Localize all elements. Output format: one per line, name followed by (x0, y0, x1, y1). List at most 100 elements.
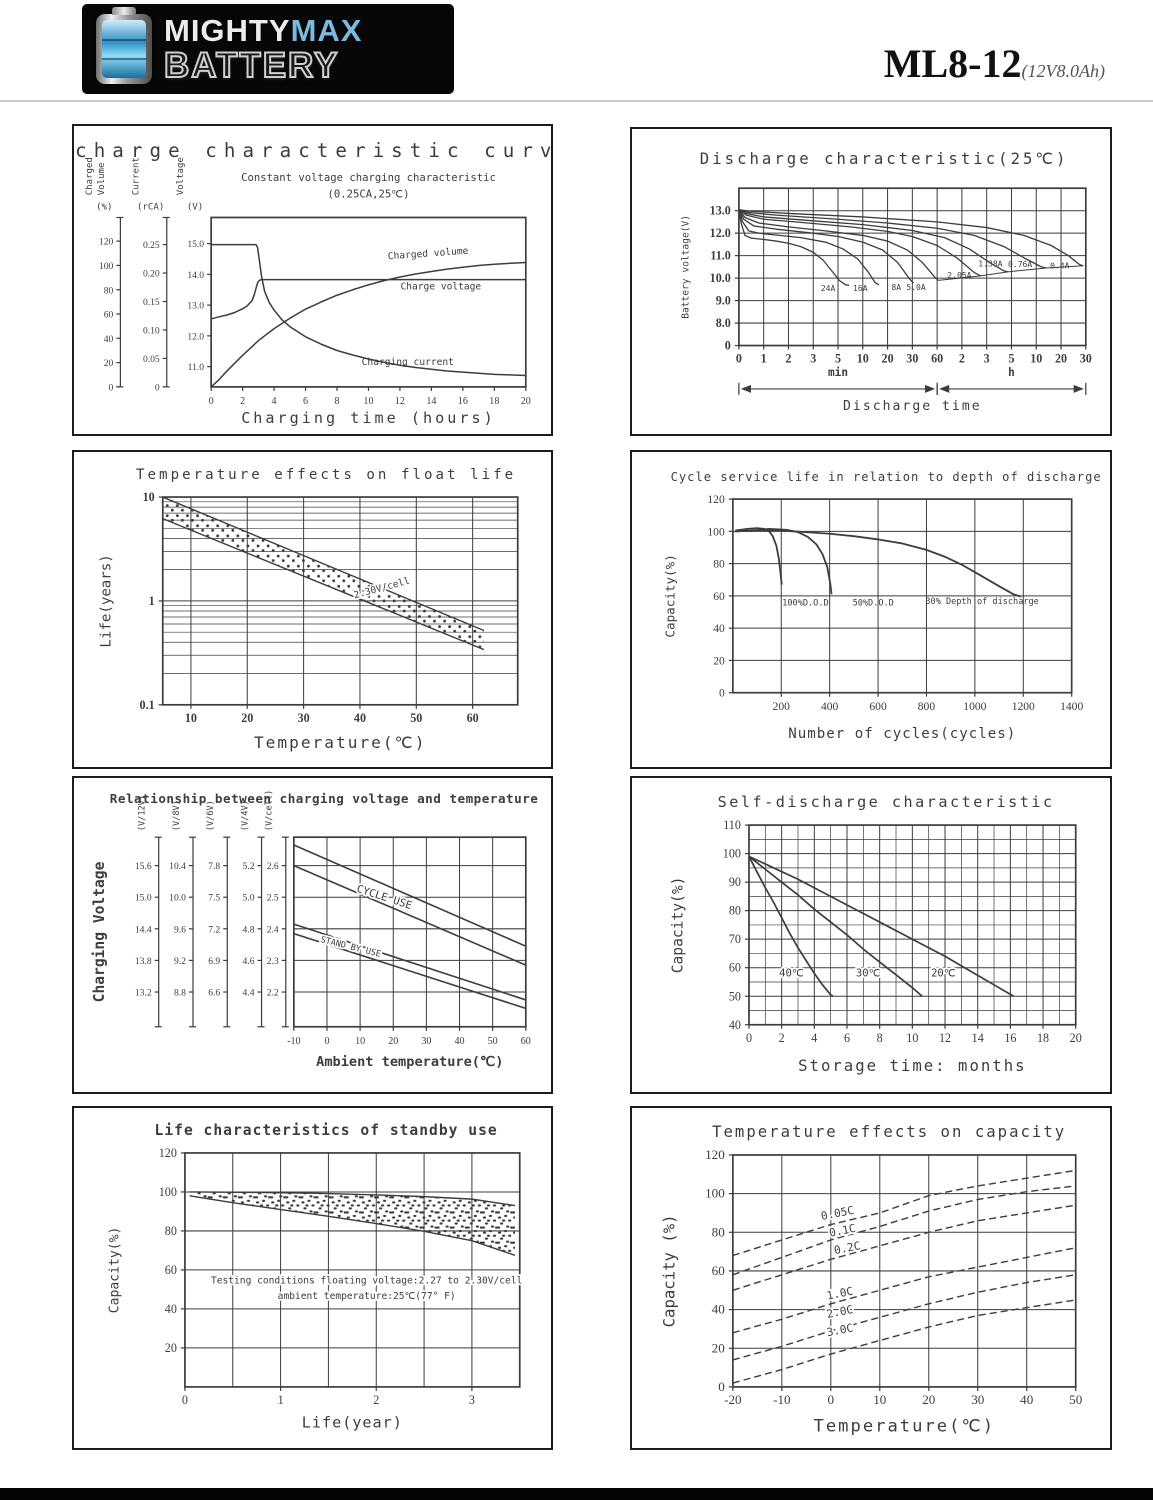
svg-text:Capacity (%): Capacity (%) (659, 1214, 678, 1327)
svg-text:10: 10 (185, 711, 197, 725)
svg-text:50: 50 (729, 989, 741, 1003)
svg-text:(rCA): (rCA) (137, 202, 164, 212)
svg-text:20: 20 (1055, 352, 1067, 366)
svg-text:80: 80 (104, 285, 114, 296)
chart-standby-life: Life characteristics of standby use 0 1 2 3 2… (72, 1106, 553, 1450)
svg-text:10: 10 (873, 1392, 887, 1407)
svg-text:Number of cycles(cycles): Number of cycles(cycles) (788, 726, 1016, 742)
svg-text:0.05: 0.05 (143, 354, 160, 365)
svg-text:Battery voltage(V): Battery voltage(V) (680, 215, 691, 319)
svg-text:Life(years): Life(years) (98, 554, 114, 647)
svg-text:60: 60 (521, 1036, 531, 1047)
svg-text:16: 16 (1004, 1031, 1016, 1045)
svg-text:40: 40 (712, 1302, 726, 1317)
svg-text:13.0: 13.0 (187, 301, 204, 312)
svg-text:1: 1 (761, 352, 767, 366)
battery-icon (96, 14, 152, 84)
svg-text:16A: 16A (853, 284, 868, 293)
chart-charge-characteristic: charge characteristic curve Constant volt… (72, 124, 553, 436)
self-discharge-svg: Self-discharge characteristic 0 2 4 6 8 10 12 14… (669, 793, 1081, 1075)
svg-text:10.0: 10.0 (710, 271, 731, 285)
svg-text:0: 0 (719, 687, 725, 700)
svg-text:3: 3 (810, 352, 816, 366)
svg-text:2.5: 2.5 (267, 893, 279, 904)
svg-text:(V/6V): (V/6V) (206, 800, 216, 831)
svg-text:14: 14 (972, 1031, 984, 1045)
svg-text:400: 400 (821, 700, 839, 713)
svg-text:Charging Voltage: Charging Voltage (91, 861, 108, 1002)
svg-text:Temperature(℃): Temperature(℃) (254, 733, 427, 752)
svg-text:20℃: 20℃ (931, 967, 956, 979)
svg-text:50%D.O.D: 50%D.O.D (853, 599, 894, 609)
svg-text:(V/4V): (V/4V) (240, 800, 250, 831)
svg-text:13.8: 13.8 (135, 956, 152, 967)
svg-text:Charge voltage: Charge voltage (400, 282, 481, 293)
svg-text:80: 80 (712, 1224, 726, 1239)
mighty-max-logo: MIGHTYMAX BATTERY (82, 4, 454, 94)
svg-text:Discharge time: Discharge time (843, 399, 982, 414)
svg-text:6: 6 (303, 396, 308, 407)
svg-text:11.0: 11.0 (710, 249, 731, 263)
svg-text:100: 100 (159, 1185, 177, 1199)
svg-text:120: 120 (99, 237, 114, 248)
svg-text:2: 2 (779, 1031, 785, 1045)
svg-text:20: 20 (388, 1036, 398, 1047)
svg-text:20: 20 (713, 654, 725, 667)
cycle-service-life-svg: Cycle service life in relation to depth … (662, 470, 1100, 742)
svg-text:20: 20 (521, 396, 531, 407)
chart-charging-voltage-temperature: Relationship between charging voltage an… (72, 776, 553, 1094)
svg-text:120: 120 (707, 493, 725, 506)
svg-text:9.6: 9.6 (174, 924, 186, 935)
svg-text:h: h (1008, 366, 1015, 379)
svg-text:(%): (%) (96, 202, 112, 212)
svg-text:40℃: 40℃ (779, 967, 804, 979)
svg-text:15.6: 15.6 (135, 861, 152, 872)
svg-text:1400: 1400 (1060, 700, 1083, 713)
svg-text:50: 50 (410, 711, 422, 725)
svg-text:Current: Current (132, 157, 142, 195)
svg-text:6.9: 6.9 (208, 956, 220, 967)
svg-text:18: 18 (1037, 1031, 1049, 1045)
svg-text:11.0: 11.0 (188, 362, 205, 373)
svg-text:24A: 24A (821, 284, 836, 293)
svg-text:20: 20 (922, 1392, 936, 1407)
svg-text:90: 90 (729, 875, 741, 889)
svg-text:2: 2 (240, 396, 245, 407)
svg-text:2.0C: 2.0C (826, 1303, 855, 1321)
svg-text:STAND BY USE: STAND BY USE (319, 935, 381, 960)
svg-text:Capacity(%): Capacity(%) (669, 877, 686, 974)
svg-text:9.2: 9.2 (174, 956, 186, 967)
float-life-svg: Temperature effects on float life 10 20 30 4… (98, 467, 519, 752)
svg-text:14: 14 (426, 396, 436, 407)
chart-self-discharge: Self-discharge characteristic 0 2 4 6 8 10 12 14… (630, 776, 1112, 1094)
svg-text:4.4: 4.4 (243, 988, 255, 999)
svg-text:0: 0 (718, 1379, 725, 1394)
model-number: ML8-12 (883, 41, 1022, 86)
svg-text:Relationship between charging: Relationship between charging voltage an… (110, 791, 539, 806)
svg-text:Charged volume: Charged volume (387, 246, 469, 263)
svg-text:5: 5 (1008, 352, 1014, 366)
battery-icon-core (102, 20, 146, 78)
svg-text:100%D.O.D: 100%D.O.D (782, 599, 828, 609)
svg-text:12: 12 (395, 396, 405, 407)
svg-text:80: 80 (713, 558, 725, 571)
svg-text:1: 1 (278, 1393, 284, 1407)
svg-text:10: 10 (857, 352, 869, 366)
svg-text:80: 80 (729, 904, 741, 918)
svg-text:40: 40 (713, 622, 725, 635)
svg-text:0: 0 (828, 1392, 835, 1407)
discharge-characteristic-svg: Discharge characteristic(25℃)0 1 2 3 5 10 20 30… (680, 149, 1091, 414)
brand-max: MAX (290, 13, 363, 48)
svg-text:50: 50 (1069, 1392, 1083, 1407)
svg-text:0.25: 0.25 (143, 240, 160, 251)
svg-text:Self-discharge characteristic: Self-discharge characteristic (718, 793, 1055, 811)
svg-text:100: 100 (99, 261, 114, 272)
svg-text:0: 0 (182, 1393, 188, 1407)
svg-text:8.0: 8.0 (716, 316, 731, 330)
svg-text:8: 8 (334, 396, 339, 407)
svg-text:(V): (V) (187, 202, 203, 212)
svg-text:14.4: 14.4 (135, 924, 152, 935)
svg-text:Constant voltage charging char: Constant voltage charging characteristic (241, 172, 496, 184)
svg-text:2.2: 2.2 (267, 988, 279, 999)
svg-text:40: 40 (165, 1302, 177, 1316)
